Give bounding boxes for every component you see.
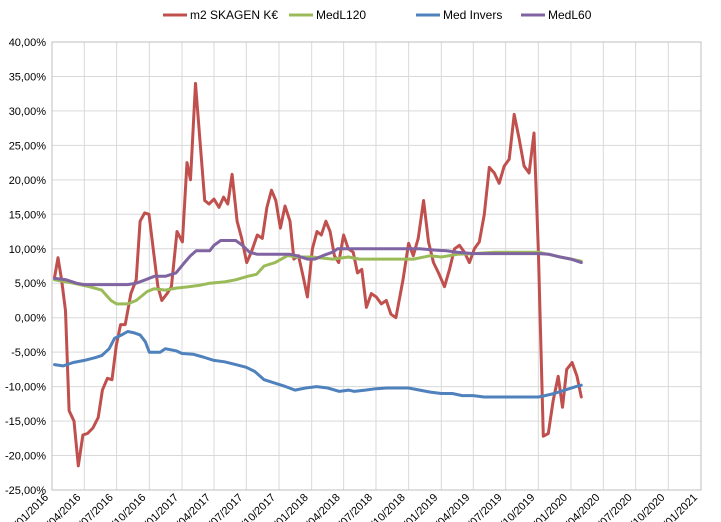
y-tick-label: -20,00% xyxy=(5,451,46,463)
y-tick-label: 40,00% xyxy=(9,37,47,49)
y-tick-label: -10,00% xyxy=(5,382,46,394)
y-tick-label: 20,00% xyxy=(9,175,47,187)
y-tick-label: -15,00% xyxy=(5,416,46,428)
y-axis-tick-labels: 40,00% 35,00% 30,00% 25,00% 20,00% 15,00% 10,0… xyxy=(5,37,46,497)
y-tick-label: 30,00% xyxy=(9,106,47,118)
legend: m2 SKAGEN K€ MedL120 Med Invers MedL60 xyxy=(163,8,592,22)
series-lines xyxy=(53,81,583,468)
y-tick-label: 35,00% xyxy=(9,71,47,83)
legend-label-1: MedL120 xyxy=(316,8,366,22)
series-line-2 xyxy=(53,330,583,399)
y-tick-label: 15,00% xyxy=(9,209,47,221)
y-tick-label: -5,00% xyxy=(11,347,46,359)
plot-area-border xyxy=(51,41,702,491)
legend-label-3: MedL60 xyxy=(548,8,592,22)
y-tick-label: 0,00% xyxy=(15,313,46,325)
y-tick-label: 25,00% xyxy=(9,140,47,152)
gridlines xyxy=(51,41,702,491)
legend-label-0: m2 SKAGEN K€ xyxy=(190,8,278,22)
legend-label-2: Med Invers xyxy=(443,8,502,22)
series-line-0 xyxy=(53,81,583,468)
series-line-3 xyxy=(53,239,583,287)
y-tick-label: -25,00% xyxy=(5,485,46,497)
y-tick-label: 5,00% xyxy=(15,278,46,290)
y-tick-label: 10,00% xyxy=(9,244,47,256)
